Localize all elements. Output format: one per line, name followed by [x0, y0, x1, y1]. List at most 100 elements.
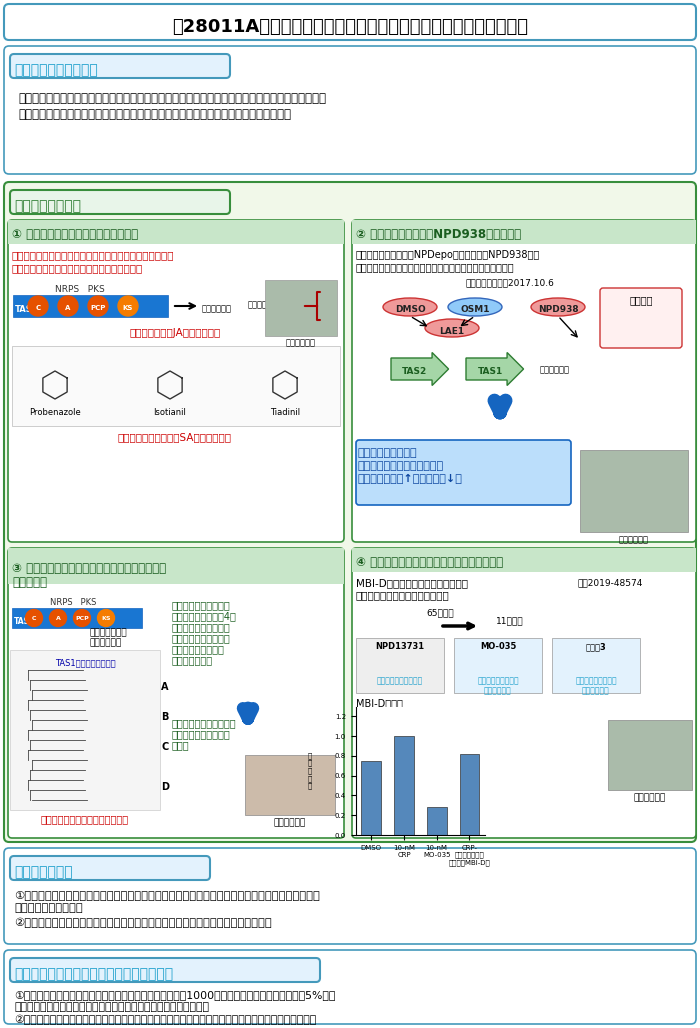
Text: 唆した: 唆した	[172, 740, 190, 750]
Text: C: C	[162, 742, 169, 752]
Text: C: C	[32, 617, 36, 622]
Text: 今後の展開方向: 今後の展開方向	[14, 865, 73, 879]
Text: トマト萎凋病: トマト萎凋病	[274, 818, 306, 827]
Text: メラニン化阻害する: メラニン化阻害する	[575, 676, 617, 685]
FancyBboxPatch shape	[4, 950, 696, 1024]
FancyBboxPatch shape	[352, 548, 696, 838]
FancyBboxPatch shape	[10, 190, 230, 214]
Text: NRPS   PKS: NRPS PKS	[50, 598, 97, 607]
Text: メラニン化阻害しない: メラニン化阻害しない	[377, 676, 423, 685]
Text: TAS1: TAS1	[14, 617, 35, 625]
Text: Isotianil: Isotianil	[153, 408, 186, 417]
Text: ①　農作物の保護のための殺菌剤として国内で一年間に約1000億円が使われている。このうち5%程度: ① 農作物の保護のための殺菌剤として国内で一年間に約1000億円が使われている。…	[14, 990, 335, 1000]
Text: （テヌアゾン酸↑　メラニン↓）: （テヌアゾン酸↑ メラニン↓）	[358, 474, 463, 484]
Text: 特願2019-48574: 特願2019-48574	[578, 578, 643, 587]
Bar	[608, 720, 692, 790]
Text: テヌアゾン酸: テヌアゾン酸	[202, 304, 232, 314]
Text: テヌアゾン酸: テヌアゾン酸	[540, 365, 570, 374]
FancyBboxPatch shape	[356, 440, 571, 505]
Text: 65化合物: 65化合物	[426, 608, 454, 617]
FancyBboxPatch shape	[4, 182, 696, 842]
Ellipse shape	[448, 298, 502, 316]
Text: メラニン化阻害する: メラニン化阻害する	[477, 676, 519, 685]
Text: B: B	[161, 712, 169, 722]
Y-axis label: 病
斑
形
成
数: 病 斑 形 成 数	[307, 752, 312, 790]
Text: ②　天候不順や耐性菌の出現に左右されず、確実に植物病害虫による被害を防ぎ、安全・安心・安価で: ② 天候不順や耐性菌の出現に左右されず、確実に植物病害虫による被害を防ぎ、安全・…	[14, 1015, 316, 1025]
Text: 化合物3: 化合物3	[586, 642, 606, 651]
Text: KS: KS	[102, 617, 111, 622]
Text: イネいもち病: イネいもち病	[619, 535, 649, 544]
FancyBboxPatch shape	[8, 548, 344, 838]
Text: KS: KS	[122, 305, 133, 311]
Text: テヌアゾン酸はJA経路を活性化: テヌアゾン酸はJA経路を活性化	[130, 328, 220, 338]
FancyBboxPatch shape	[352, 220, 696, 542]
Text: ① テヌアゾン酸による病害抵抗性誘導: ① テヌアゾン酸による病害抵抗性誘導	[12, 228, 138, 242]
Text: TAS1: TAS1	[477, 367, 503, 376]
Ellipse shape	[383, 298, 437, 316]
Text: 部の真核生物特異的: 部の真核生物特異的	[172, 644, 225, 654]
Text: ④ 農薬耐性菌に効くイネいもち病防除化合物: ④ 農薬耐性菌に効くイネいもち病防除化合物	[356, 555, 503, 568]
Text: A: A	[161, 682, 169, 692]
Circle shape	[25, 610, 43, 626]
Text: 従来の抵抗性誘導薬剤と異なるメカニズムで、テヌアゾン: 従来の抵抗性誘導薬剤と異なるメカニズムで、テヌアゾン	[12, 250, 174, 260]
Text: PCP: PCP	[75, 617, 89, 622]
Bar	[361, 761, 381, 835]
Bar	[12, 608, 142, 628]
Text: TAS1ホモログの系統樹: TAS1ホモログの系統樹	[55, 658, 116, 667]
Text: ほぼ全てが共生菌由来という特徴: ほぼ全てが共生菌由来という特徴	[41, 814, 129, 824]
Ellipse shape	[531, 298, 585, 316]
Text: 抗性誘導への関与を示: 抗性誘導への関与を示	[172, 729, 231, 739]
FancyBboxPatch shape	[10, 856, 210, 880]
Text: るイネいもち病菌の二次代謝制御メカニズムを明らかにした: るイネいもち病菌の二次代謝制御メカニズムを明らかにした	[356, 262, 514, 272]
Text: イネいもち病: イネいもち病	[286, 338, 316, 347]
Text: の売上に相当する被害を低減する薬剤を取得することを目指す。: の売上に相当する被害を低減する薬剤を取得することを目指す。	[14, 1002, 209, 1012]
Text: 安定性が低い: 安定性が低い	[484, 686, 512, 695]
Text: 縁化合物を取得し、一: 縁化合物を取得し、一	[172, 633, 231, 642]
Text: NPD13731: NPD13731	[375, 642, 425, 651]
Bar	[12, 346, 340, 426]
FancyBboxPatch shape	[10, 958, 320, 982]
Bar	[10, 650, 160, 810]
Text: イネいもち病: イネいもち病	[248, 300, 278, 309]
Bar	[13, 295, 168, 317]
Text: の新規テヌアゾン酸類: の新規テヌアゾン酸類	[172, 622, 231, 632]
Bar	[265, 280, 337, 336]
FancyBboxPatch shape	[600, 288, 682, 348]
Text: 見込まれる波及効果及び国民生活への貢献: 見込まれる波及効果及び国民生活への貢献	[14, 967, 173, 981]
Text: DMSO: DMSO	[395, 305, 426, 315]
Text: くシタロン脱水酵素阻害剤の取得: くシタロン脱水酵素阻害剤の取得	[356, 590, 449, 600]
Text: 誘導化合物等を取得し、構造最適化を行い、これらの中から創薬リード化合物を得る。: 誘導化合物等を取得し、構造最適化を行い、これらの中から創薬リード化合物を得る。	[18, 108, 291, 121]
Circle shape	[74, 610, 90, 626]
Bar	[8, 220, 344, 244]
Text: Tiadinil: Tiadinil	[270, 408, 300, 417]
Text: Probenazole: Probenazole	[29, 408, 81, 417]
Text: 謝酵素を活用して、4種: 謝酵素を活用して、4種	[172, 611, 237, 621]
Text: D: D	[161, 782, 169, 792]
Text: ② 二次代謝制御化合物NPD938で病害防除: ② 二次代謝制御化合物NPD938で病害防除	[356, 228, 521, 242]
Text: 安定性が高い: 安定性が高い	[582, 686, 610, 695]
Bar	[352, 548, 696, 572]
Text: 新しいタイプの二次代: 新しいタイプの二次代	[172, 600, 231, 610]
Text: NRPS   PKS: NRPS PKS	[55, 285, 105, 294]
Text: OSM1: OSM1	[461, 305, 490, 315]
FancyBboxPatch shape	[4, 4, 696, 40]
Bar	[580, 450, 688, 533]
Text: TAS2: TAS2	[402, 367, 428, 376]
Text: プレスリリース　2017.10.6: プレスリリース 2017.10.6	[466, 278, 554, 287]
Text: MBI-D耐性株: MBI-D耐性株	[356, 698, 403, 708]
Text: 研究終了時の達成目標: 研究終了時の達成目標	[14, 63, 98, 77]
Ellipse shape	[425, 319, 479, 337]
Bar	[454, 638, 542, 693]
Text: 理研天然化合物バンクNPDepoから取得したNPD938によ: 理研天然化合物バンクNPDepoから取得したNPD938によ	[356, 250, 540, 260]
Bar	[245, 755, 335, 815]
Text: を見出した: を見出した	[12, 576, 47, 589]
Circle shape	[118, 296, 138, 316]
Bar	[552, 638, 640, 693]
Text: 酸がイネに病害抵抗性誘導することを見出した: 酸がイネに病害抵抗性誘導することを見出した	[12, 263, 144, 273]
Text: イネいもち病菌防除への展開: イネいもち病菌防除への展開	[358, 461, 444, 471]
Bar	[427, 807, 447, 835]
Text: 更に、トマトでの病害抵: 更に、トマトでの病害抵	[172, 718, 237, 728]
Circle shape	[58, 296, 78, 316]
Text: C: C	[36, 305, 41, 311]
Circle shape	[97, 610, 115, 626]
